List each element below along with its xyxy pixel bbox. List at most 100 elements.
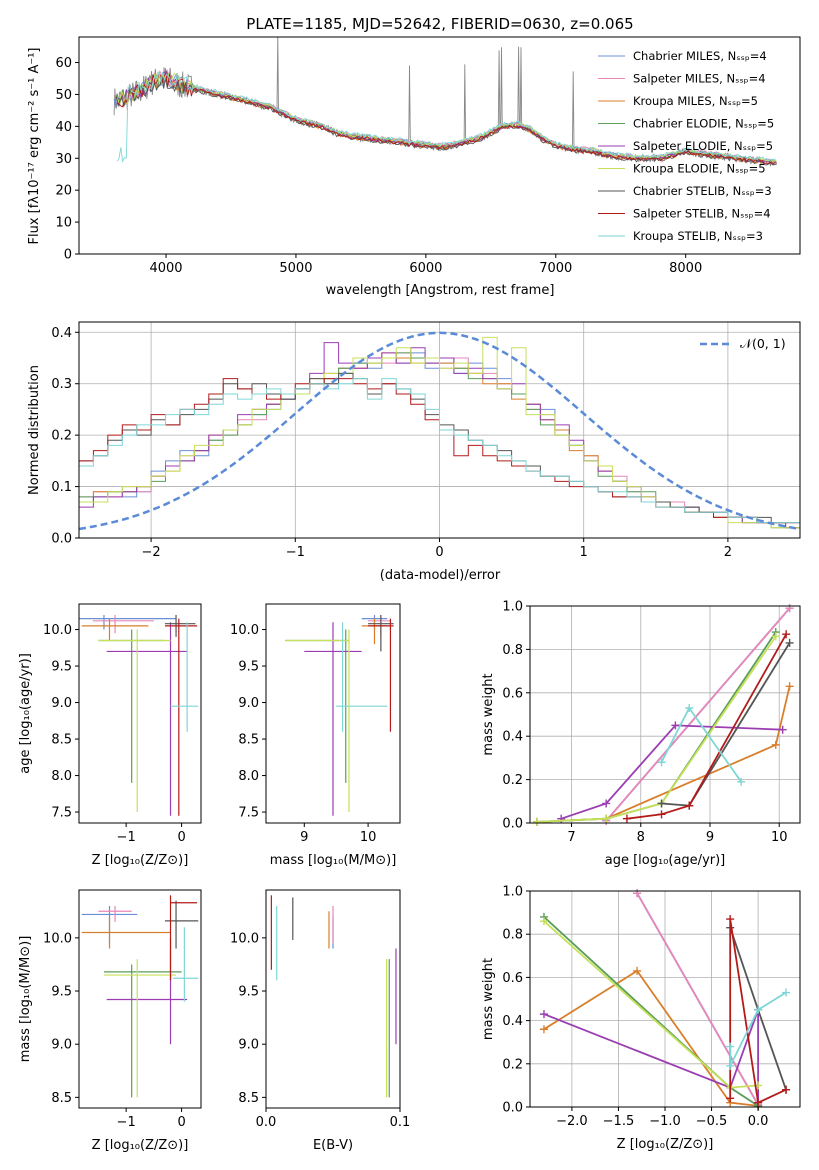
y-tick-label: 0.4 bbox=[502, 1014, 523, 1029]
legend-label: Salpeter MILES, Nₛₛₚ=4 bbox=[633, 72, 766, 86]
x-tick-label: 4000 bbox=[149, 261, 182, 276]
y-tick-label: 60 bbox=[55, 56, 72, 71]
y-tick-label: 0.1 bbox=[51, 480, 72, 495]
x-tick-label: 0 bbox=[177, 1115, 185, 1130]
y-tick-label: 8.5 bbox=[51, 1091, 72, 1106]
y-tick-label: 1.0 bbox=[502, 600, 523, 615]
mass-age-panel: 9 10 7.5 8.0 8.5 9.0 9.5 10.0 mass [log₁₀(M/M⊙)] bbox=[230, 603, 401, 868]
x-tick-label: −2.0 bbox=[556, 1114, 588, 1129]
y-tick-label: 9.0 bbox=[51, 696, 72, 711]
weight-marker bbox=[539, 917, 548, 926]
axes-frame bbox=[265, 603, 401, 824]
gaussian-curve bbox=[78, 331, 801, 531]
weight-marker bbox=[782, 630, 791, 639]
x-tick-label: 9 bbox=[706, 830, 714, 845]
y-tick-label: 10.0 bbox=[230, 623, 259, 638]
y-tick-label: 9.5 bbox=[51, 985, 72, 1000]
weight-marker bbox=[782, 1085, 791, 1094]
weight-marker bbox=[539, 1025, 548, 1034]
x-tick-label: −1 bbox=[286, 545, 305, 560]
x-tick-label: −0.5 bbox=[696, 1114, 728, 1129]
weight-line bbox=[543, 1009, 759, 1103]
y-tick-label: 9.0 bbox=[238, 696, 259, 711]
weight-marker bbox=[685, 703, 694, 712]
x-tick-label: 1 bbox=[580, 545, 588, 560]
x-tick-label: 0.0 bbox=[256, 1115, 277, 1130]
z-mass-panel: −1 0 8.5 9.0 9.5 10.0 Z [log₁₀(Z/Z⊙)] mass [log… bbox=[18, 889, 202, 1153]
y-tick-label: 8.5 bbox=[238, 733, 259, 748]
spectrum-title: PLATE=1185, MJD=52642, FIBERID=0630, z=0… bbox=[246, 15, 633, 33]
age-weight-panel: 7 8 9 10 0.0 0.2 0.4 0.6 0.8 1.0 age [log₁₀(age/yr… bbox=[481, 600, 801, 868]
weight-marker bbox=[657, 758, 666, 767]
y-tick-label: 10.0 bbox=[43, 623, 72, 638]
legend-label: Chabrier ELODIE, Nₛₛₚ=5 bbox=[633, 117, 774, 131]
x-tick-label: 9 bbox=[300, 830, 308, 845]
plot-area bbox=[539, 889, 791, 1110]
x-tick-label: 2 bbox=[724, 545, 732, 560]
axis-ylabel: age [log₁₀(age/yr)] bbox=[18, 653, 33, 774]
spectrum-frame bbox=[78, 36, 801, 255]
gaussian-legend: 𝒩(0, 1) bbox=[700, 336, 786, 351]
x-tick-label: 10 bbox=[771, 830, 788, 845]
y-tick-label: 0.6 bbox=[502, 971, 523, 986]
weight-marker bbox=[602, 814, 611, 823]
weight-marker bbox=[539, 1010, 548, 1019]
spectrum-ylabel: Flux [fλ10⁻¹⁷ erg cm⁻² s⁻¹ A⁻¹] bbox=[27, 48, 42, 245]
legend-label: Chabrier MILES, Nₛₛₚ=4 bbox=[633, 49, 767, 63]
weight-marker bbox=[782, 988, 791, 997]
x-tick-label: 5000 bbox=[279, 261, 312, 276]
spectrum-panel: PLATE=1185, MJD=52642, FIBERID=0630, z=0… bbox=[27, 15, 801, 298]
weight-marker bbox=[633, 889, 642, 898]
axis-xlabel: age [log₁₀(age/yr)] bbox=[605, 853, 726, 868]
weight-marker bbox=[754, 1005, 763, 1014]
legend-label: Kroupa ELODIE, Nₛₛₚ=5 bbox=[633, 162, 766, 176]
weight-marker bbox=[726, 915, 735, 924]
x-tick-label: 0.0 bbox=[748, 1114, 769, 1129]
plot-area bbox=[532, 604, 794, 826]
weight-line bbox=[543, 916, 759, 1107]
y-tick-label: 0.6 bbox=[502, 686, 523, 701]
y-tick-label: 9.0 bbox=[51, 1038, 72, 1053]
axis-xlabel: E(B-V) bbox=[313, 1138, 353, 1153]
y-tick-label: 1.0 bbox=[502, 885, 523, 900]
weight-line bbox=[729, 991, 787, 1067]
legend-label: Kroupa MILES, Nₛₛₚ=5 bbox=[633, 94, 758, 108]
y-tick-label: 10 bbox=[55, 216, 72, 231]
y-tick-label: 0.0 bbox=[502, 1101, 523, 1116]
x-tick-label: 7 bbox=[567, 830, 575, 845]
x-tick-label: −1 bbox=[117, 1115, 136, 1130]
axis-ylabel: mass weight bbox=[481, 673, 496, 755]
y-tick-label: 8.0 bbox=[238, 769, 259, 784]
model-spectrum-line bbox=[116, 71, 776, 165]
axis-ylabel: mass weight bbox=[481, 958, 496, 1040]
legend-label: Salpeter STELIB, Nₛₛₚ=4 bbox=[633, 207, 771, 221]
x-tick-label: −1.5 bbox=[603, 1114, 635, 1129]
y-tick-label: 0.2 bbox=[51, 429, 72, 444]
x-tick-label: 8000 bbox=[669, 261, 702, 276]
axis-ylabel: mass [log₁₀(M/M⊙)] bbox=[18, 936, 33, 1063]
y-tick-label: 50 bbox=[55, 88, 72, 103]
y-tick-label: 0.2 bbox=[502, 1057, 523, 1072]
y-tick-label: 9.5 bbox=[51, 660, 72, 675]
weight-marker bbox=[657, 810, 666, 819]
plot-area bbox=[285, 614, 394, 816]
x-tick-label: −1.0 bbox=[649, 1114, 681, 1129]
axes-frame bbox=[78, 603, 202, 824]
model-spectrum-line bbox=[115, 74, 777, 166]
y-tick-label: 0.2 bbox=[502, 773, 523, 788]
spectrum-xlabel: wavelength [Angstrom, rest frame] bbox=[326, 283, 555, 298]
x-tick-label: −1 bbox=[117, 830, 136, 845]
y-tick-label: 0.8 bbox=[502, 643, 523, 658]
weight-line bbox=[605, 607, 791, 822]
y-tick-label: 8.5 bbox=[51, 733, 72, 748]
weight-marker bbox=[602, 799, 611, 808]
weight-marker bbox=[726, 1094, 735, 1103]
weight-line bbox=[626, 633, 787, 820]
weight-marker bbox=[771, 632, 780, 641]
x-tick-label: 7000 bbox=[539, 261, 572, 276]
weight-marker bbox=[785, 682, 794, 691]
weight-marker bbox=[657, 799, 666, 808]
x-tick-label: 0.1 bbox=[390, 1115, 411, 1130]
axis-xlabel: mass [log₁₀(M/M⊙)] bbox=[270, 853, 397, 868]
